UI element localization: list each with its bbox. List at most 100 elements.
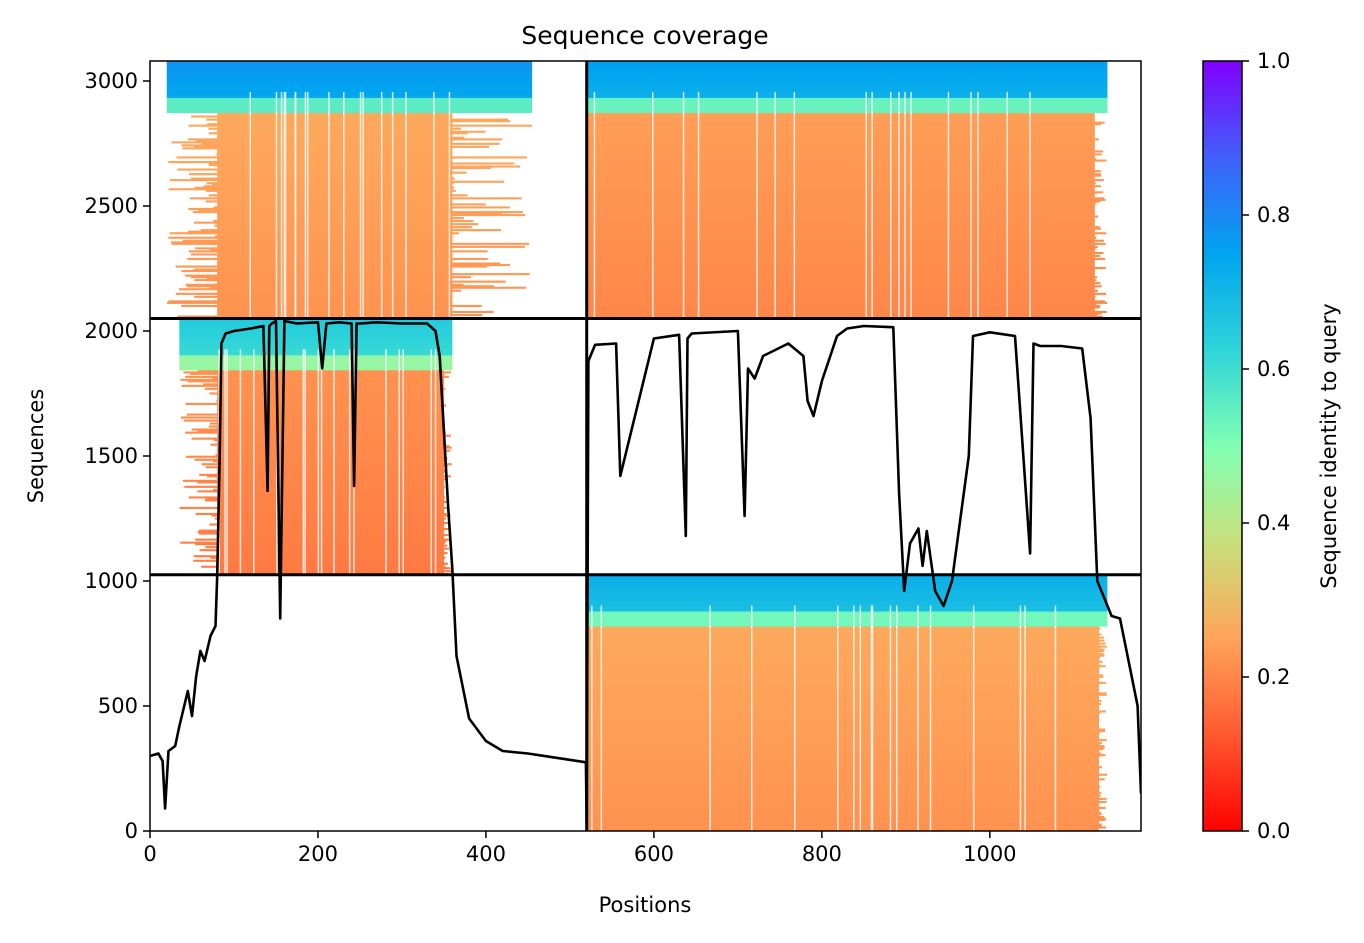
heatmap-row (180, 541, 446, 544)
heatmap-row (166, 86, 533, 89)
alignment-gap (249, 91, 251, 319)
heatmap-row (586, 583, 1108, 586)
heatmap-row (206, 182, 454, 185)
heatmap-row (179, 330, 453, 333)
heatmap-row (217, 289, 461, 292)
heatmap-row (586, 91, 1108, 94)
x-tick-label: 400 (466, 842, 506, 866)
heatmap-row (586, 823, 1102, 826)
heatmap-row (586, 626, 1099, 629)
heatmap-row (217, 534, 449, 537)
heatmap-row (586, 724, 1099, 727)
heatmap-row (586, 297, 1095, 300)
alignment-gap (302, 349, 305, 575)
heatmap-row (208, 132, 468, 135)
alignment-gap (929, 605, 932, 831)
heatmap-row (586, 100, 1108, 103)
x-tick-label: 200 (298, 842, 338, 866)
heatmap-row (586, 638, 1099, 641)
heatmap-row (179, 333, 453, 336)
heatmap-row (179, 332, 453, 335)
alignment-gap (917, 605, 919, 831)
heatmap-row (217, 493, 444, 496)
heatmap-row (586, 791, 1102, 794)
heatmap-row (217, 309, 453, 312)
heatmap-row (217, 126, 453, 129)
heatmap-row (217, 280, 506, 283)
heatmap-row (217, 508, 444, 511)
heatmap-row (586, 177, 1095, 180)
heatmap-row (586, 822, 1099, 825)
heatmap-row (586, 785, 1100, 788)
heatmap-row (586, 280, 1095, 283)
heatmap-row (586, 211, 1095, 214)
heatmap-row (217, 505, 444, 508)
heatmap-row (586, 684, 1099, 687)
heatmap-row (586, 620, 1108, 623)
heatmap-row (212, 488, 444, 491)
heatmap-row (586, 806, 1106, 810)
heatmap-row (586, 221, 1095, 224)
heatmap-row (177, 315, 453, 318)
heatmap-row (586, 683, 1099, 686)
alignment-gap (890, 91, 892, 319)
heatmap-row (586, 197, 1104, 200)
heatmap-row (217, 561, 444, 564)
heatmap-row (179, 341, 453, 344)
heatmap-row (586, 294, 1095, 297)
heatmap-row (586, 705, 1099, 709)
heatmap-row (586, 92, 1108, 95)
heatmap-row (586, 580, 1108, 583)
heatmap-row (586, 772, 1099, 775)
heatmap-row (586, 104, 1108, 108)
heatmap-row (217, 398, 444, 401)
alignment-gap (1029, 91, 1031, 319)
heatmap-row (586, 722, 1099, 725)
heatmap-row (586, 224, 1095, 227)
heatmap-row (586, 101, 1108, 105)
heatmap-row (166, 71, 533, 74)
heatmap-row (183, 419, 444, 422)
alignment-gap (1054, 605, 1057, 831)
heatmap-row (217, 165, 521, 168)
heatmap-row (217, 519, 444, 522)
heatmap-row (217, 238, 453, 241)
heatmap-row (166, 85, 533, 88)
heatmap-row (586, 174, 1102, 177)
alignment-gap (320, 349, 323, 575)
heatmap-row (586, 589, 1108, 592)
colorbar-tick-label: 0.2 (1257, 665, 1290, 689)
heatmap-row (217, 133, 453, 136)
heatmap-row (217, 136, 465, 139)
y-axis: 0 500 1000 1500 2000 2500 3000 (85, 69, 150, 843)
heatmap-row (586, 192, 1095, 195)
heatmap-row (586, 776, 1099, 779)
heatmap-row (217, 476, 444, 479)
heatmap-row (586, 696, 1099, 699)
heatmap-row (586, 106, 1108, 109)
heatmap-row (586, 244, 1095, 247)
heatmap-row (179, 368, 453, 371)
heatmap-row (217, 307, 453, 311)
heatmap-row (166, 73, 533, 76)
heatmap-row (189, 372, 445, 375)
heatmap-row (194, 295, 453, 298)
heatmap-row (586, 312, 1102, 315)
heatmap-row (179, 347, 453, 350)
heatmap-row (217, 112, 453, 115)
heatmap-row (175, 292, 453, 295)
heatmap-row (197, 481, 444, 484)
heatmap-row (217, 494, 444, 498)
heatmap-row (586, 127, 1095, 130)
heatmap-row (586, 629, 1099, 632)
heatmap-row (178, 288, 453, 291)
heatmap-row (208, 425, 444, 428)
heatmap-row (586, 121, 1105, 124)
heatmap-row (586, 728, 1106, 731)
heatmap-row (217, 571, 444, 574)
heatmap-row (586, 710, 1107, 713)
alignment-gap (910, 91, 912, 319)
heatmap-row (586, 212, 1095, 215)
alignment-gap (871, 91, 873, 319)
heatmap-row (217, 484, 444, 487)
